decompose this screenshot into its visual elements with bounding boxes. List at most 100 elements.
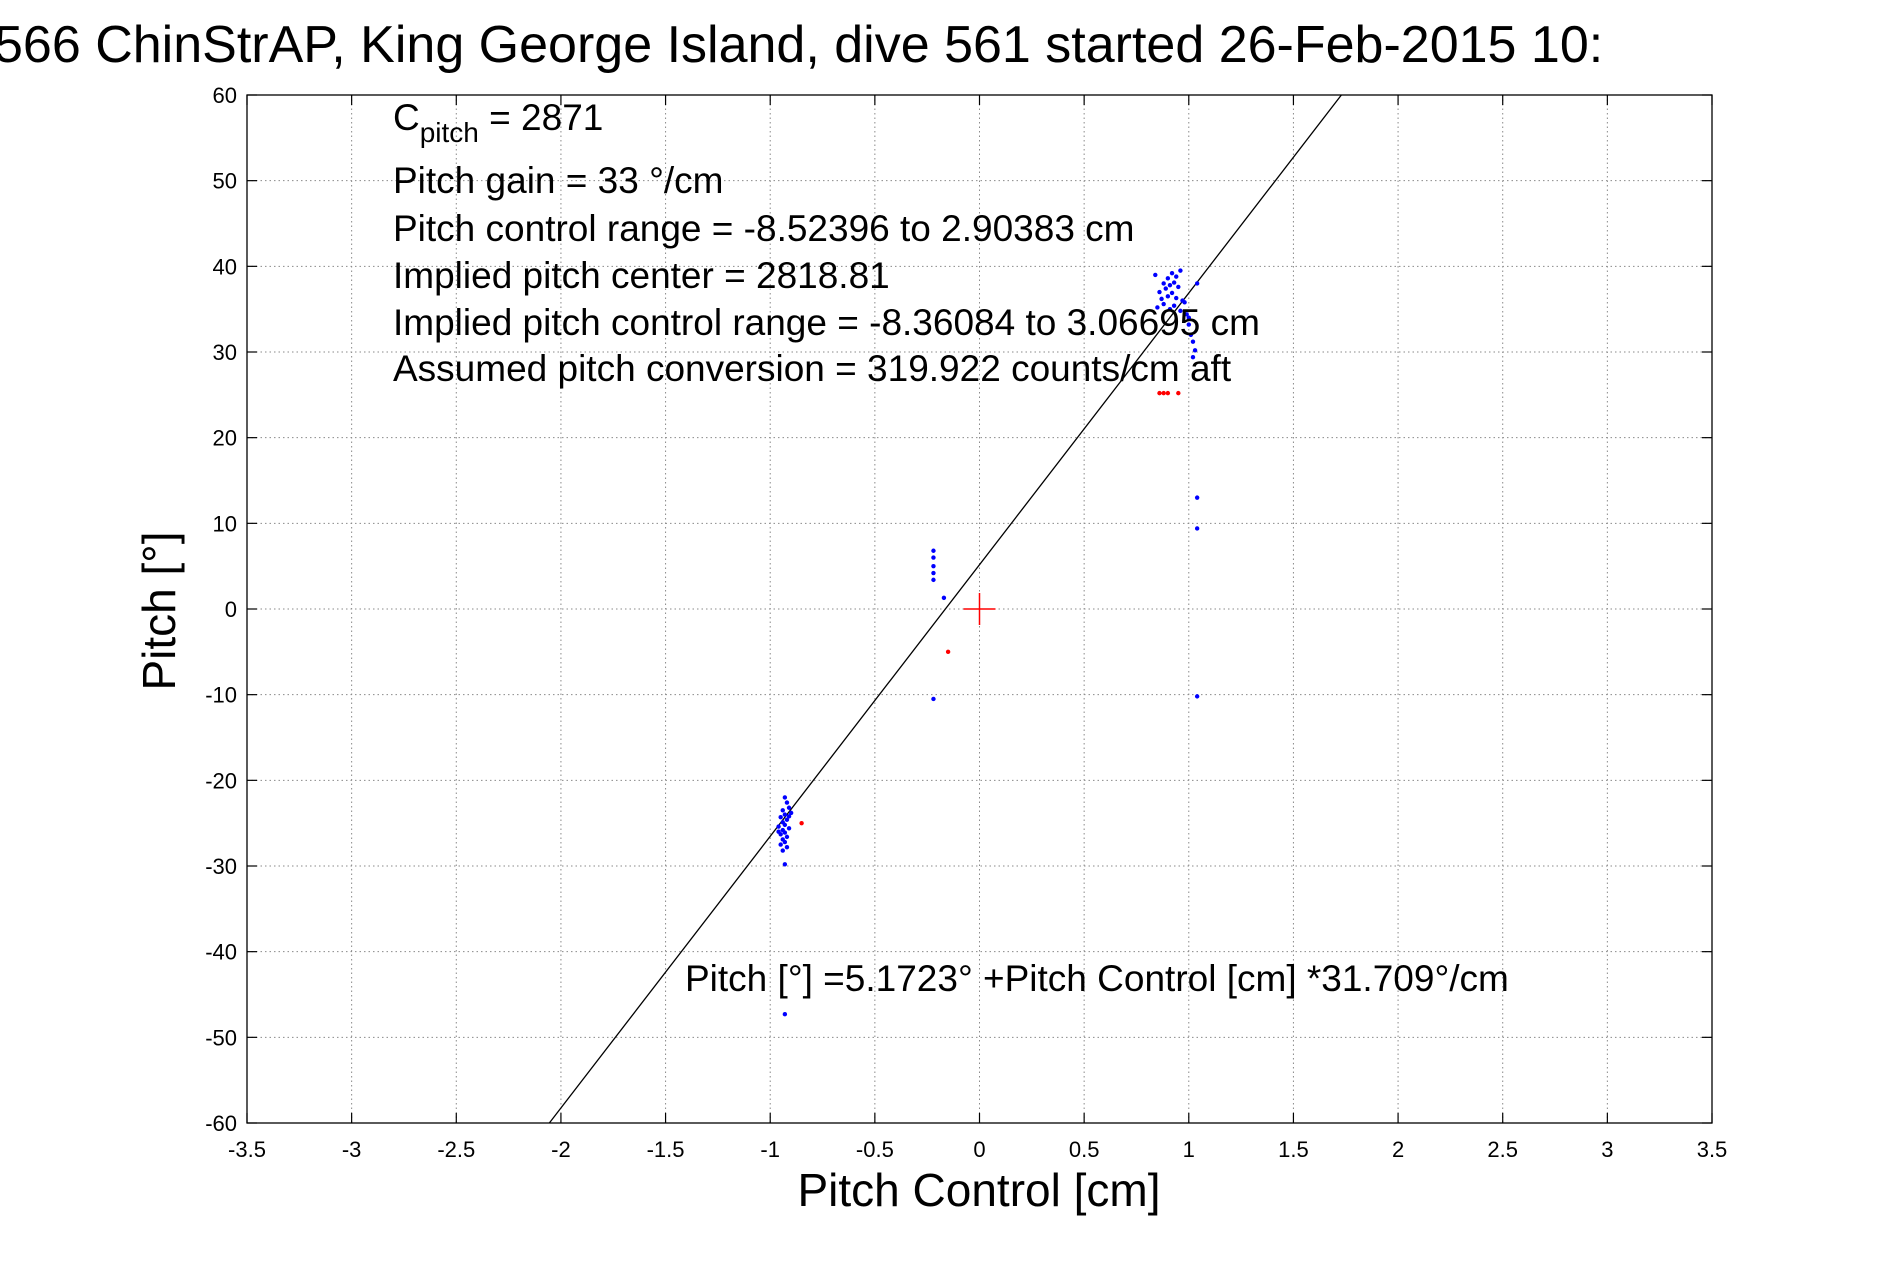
blue-point [1194,495,1200,500]
blue-point [782,795,788,800]
annotation-fit-equation: Pitch [°] =5.1723° +Pitch Control [cm] *… [685,958,1509,999]
blue-point [1178,308,1183,314]
annotation-c-pitch-value: = 2871 [479,97,603,138]
blue-point [786,814,792,819]
blue-point [1155,305,1160,310]
blue-point [941,595,947,601]
x-tick-label: 3 [1601,1137,1613,1162]
x-tick-label: -1.5 [647,1137,685,1162]
blue-point [778,814,783,820]
plot-border [246,94,1713,1124]
x-tick-label: -2.5 [437,1137,475,1162]
annotation-assumed-pitch-conversion: Assumed pitch conversion = 319.922 count… [393,348,1232,389]
x-tick-label: 2 [1392,1137,1404,1162]
blue-point [782,812,788,817]
blue-point [1174,274,1179,279]
blue-point [1167,306,1173,312]
y-tick-label: -30 [205,854,237,879]
blue-point [788,810,794,816]
y-tick-label: -20 [205,768,237,793]
blue-point [780,848,785,853]
blue-point [931,555,936,560]
blue-series [776,268,1200,1017]
y-tick-label: 60 [213,83,237,108]
blue-point [1157,289,1162,295]
blue-point [1194,281,1200,286]
blue-point [1188,332,1194,338]
annotation-c-pitch-sub: pitch [420,117,479,148]
blue-point [1167,282,1173,288]
x-tick-label: -1 [760,1137,780,1162]
y-tick-label: -60 [205,1111,237,1136]
red-point [1165,390,1171,396]
blue-point [1153,272,1158,278]
center-marker [963,593,996,625]
blue-point [1171,280,1177,285]
blue-point [1192,348,1198,353]
blue-point [784,834,790,840]
red-point [1161,390,1166,396]
red-point [945,649,951,655]
annotation-pitch-control-range: Pitch control range = -8.52396 to 2.9038… [393,208,1135,249]
annotation-pitch-gain: Pitch gain = 33 °/cm [393,160,724,201]
y-axis-label: Pitch [°] [133,531,185,690]
y-tick-label: 50 [213,169,237,194]
blue-point [931,570,936,576]
blue-point [1182,300,1187,305]
blue-point [1186,315,1191,320]
blue-point [1169,290,1175,296]
y-tick-label: -40 [205,940,237,965]
x-tick-label: 0.5 [1069,1137,1100,1162]
blue-point [782,1012,788,1017]
blue-point [1186,322,1191,327]
blue-point [784,800,790,805]
x-tick-label: 1.5 [1278,1137,1309,1162]
blue-point [1165,276,1171,281]
blue-point [782,830,788,835]
blue-point [782,862,788,867]
x-tick-label: 0 [973,1137,985,1162]
x-tick-labels: -3.5 -3 -2.5 -2 -1.5 -1 -0.5 0 0.5 1 1.5 2 2.5 3 3.5 [228,1137,1727,1162]
y-tick-label: 40 [213,254,237,279]
fit-line [548,94,1342,1124]
red-series [799,390,1181,826]
blue-point [1171,303,1177,308]
blue-point [931,577,936,583]
y-tick-label: -10 [205,683,237,708]
blue-point [782,822,788,828]
blue-point [1159,296,1164,302]
blue-point [1161,281,1166,286]
x-tick-label: -3 [342,1137,362,1162]
x-tick-label: 3.5 [1697,1137,1728,1162]
x-tick-label: 1 [1183,1137,1195,1162]
blue-point [776,829,781,834]
y-tick-label: 0 [225,597,237,622]
y-tick-label: -50 [205,1025,237,1050]
y-tick-label: 20 [213,426,237,451]
blue-point [1178,268,1183,273]
red-point [1176,390,1181,396]
annotation-c-pitch: Cpitch = 2871 [393,97,603,148]
blue-point [776,824,781,829]
blue-point [1190,354,1196,360]
blue-point [931,548,936,553]
blue-point [1161,301,1166,307]
blue-point [1176,284,1181,290]
blue-point [784,844,790,850]
blue-point [786,826,792,831]
blue-point [1184,312,1189,317]
blue-point [780,808,785,813]
x-tick-label: -3.5 [228,1137,266,1162]
x-tick-label: -0.5 [856,1137,894,1162]
blue-point [931,696,936,702]
x-tick-label: -2 [551,1137,571,1162]
annotation-c-pitch-main: C [393,97,420,138]
blue-point [1194,694,1200,699]
blue-point [1163,286,1168,291]
blue-point [778,842,783,847]
blue-point [786,805,792,810]
y-tick-label: 10 [213,511,237,536]
x-tick-label: 2.5 [1487,1137,1518,1162]
